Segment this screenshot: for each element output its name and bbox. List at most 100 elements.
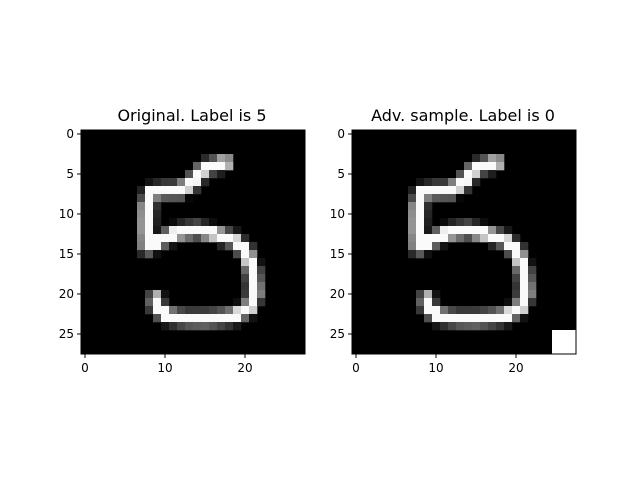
pixel-cell (472, 226, 480, 234)
pixel-cell (552, 338, 560, 346)
pixel-cell (472, 154, 480, 162)
pixel-cell (161, 290, 169, 298)
y-tick-label: 25 (330, 327, 345, 341)
pixel-cell (169, 234, 177, 242)
pixel-cell (424, 210, 432, 218)
pixel-cell (464, 178, 472, 186)
pixel-cell (169, 242, 177, 250)
pixel-cell (456, 170, 464, 178)
pixel-cell (512, 282, 520, 290)
pixel-cell (424, 250, 432, 258)
panel-adversarial: Adv. sample. Label is 0 0 10 20 0 5 10 15 20 25 (330, 106, 577, 375)
pixel-cell (552, 330, 560, 338)
pixel-cell (440, 226, 448, 234)
pixel-cell (496, 162, 504, 170)
pixel-cell (456, 226, 464, 234)
pixel-cell (161, 234, 169, 242)
pixel-cell (464, 234, 472, 242)
pixel-cell (520, 298, 528, 306)
pixel-cell (432, 194, 440, 202)
pixel-cell (480, 234, 488, 242)
pixel-cell (408, 234, 416, 242)
x-tick-label: 0 (352, 361, 360, 375)
pixel-cell (193, 234, 201, 242)
pixel-cell (137, 194, 145, 202)
pixel-cell (480, 218, 488, 226)
pixel-cell (145, 298, 153, 306)
pixel-cell (416, 178, 424, 186)
pixel-cell (464, 314, 472, 322)
pixel-cell (512, 290, 520, 298)
pixel-cell (424, 226, 432, 234)
pixel-cell (169, 322, 177, 330)
pixel-cell (137, 218, 145, 226)
pixel-cell (448, 226, 456, 234)
pixel-cell (456, 178, 464, 186)
x-tick-label: 10 (157, 361, 172, 375)
pixel-cell (217, 154, 225, 162)
pixel-cell (193, 226, 201, 234)
pixel-cell (137, 186, 145, 194)
pixel-cell (169, 226, 177, 234)
pixel-cell (137, 242, 145, 250)
pixel-cell (169, 218, 177, 226)
pixel-cell (440, 234, 448, 242)
pixel-cell (464, 306, 472, 314)
pixel-cell (145, 234, 153, 242)
panel-title: Adv. sample. Label is 0 (371, 106, 555, 125)
pixel-cell (504, 250, 512, 258)
pixel-cell (432, 226, 440, 234)
pixel-cell (233, 234, 241, 242)
pixel-cell (249, 314, 257, 322)
pixel-cell (488, 314, 496, 322)
pixel-cell (257, 274, 265, 282)
pixel-cell (512, 242, 520, 250)
pixel-cell (249, 282, 257, 290)
panel-title: Original. Label is 5 (117, 106, 266, 125)
pixel-cell (153, 186, 161, 194)
pixel-cell (169, 314, 177, 322)
pixel-cell (161, 186, 169, 194)
pixel-cell (161, 194, 169, 202)
pixel-cell (464, 170, 472, 178)
pixel-cell (440, 306, 448, 314)
pixel-cell (241, 250, 249, 258)
pixel-cell (145, 186, 153, 194)
pixel-cell (448, 322, 456, 330)
pixel-cell (520, 290, 528, 298)
image-pixels (352, 130, 576, 354)
pixel-cell (137, 202, 145, 210)
pixel-cell (448, 306, 456, 314)
pixel-cell (209, 162, 217, 170)
pixel-cell (249, 290, 257, 298)
pixel-cell (480, 306, 488, 314)
pixel-cell (512, 274, 520, 282)
pixel-cell (185, 186, 193, 194)
pixel-cell (161, 178, 169, 186)
pixel-cell (153, 314, 161, 322)
pixel-cell (201, 314, 209, 322)
pixel-cell (496, 322, 504, 330)
pixel-cell (177, 322, 185, 330)
pixel-cell (472, 170, 480, 178)
pixel-cell (512, 250, 520, 258)
pixel-cell (520, 306, 528, 314)
pixel-cell (456, 218, 464, 226)
pixel-cell (153, 306, 161, 314)
pixel-cell (233, 298, 241, 306)
pixel-cell (193, 170, 201, 178)
pixel-cell (512, 298, 520, 306)
pixel-cell (225, 226, 233, 234)
pixel-cell (432, 314, 440, 322)
pixel-cell (416, 298, 424, 306)
pixel-cell (145, 202, 153, 210)
pixel-cell (241, 258, 249, 266)
pixel-cell (153, 242, 161, 250)
pixel-cell (249, 306, 257, 314)
pixel-cell (560, 346, 568, 354)
pixel-cell (480, 322, 488, 330)
pixel-cell (233, 226, 241, 234)
pixel-cell (217, 234, 225, 242)
pixel-cell (225, 242, 233, 250)
y-tick-label: 10 (59, 207, 74, 221)
